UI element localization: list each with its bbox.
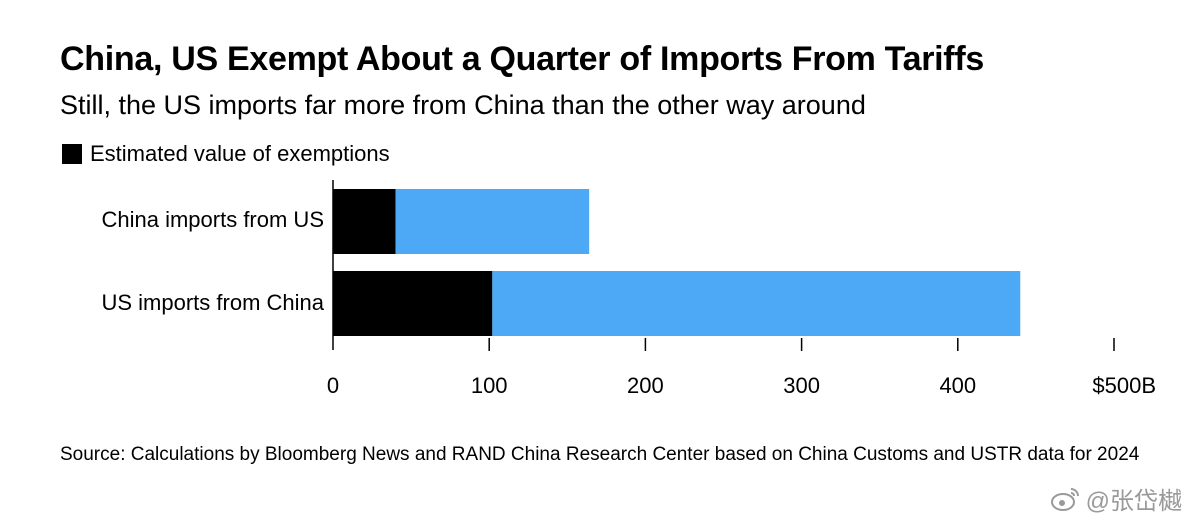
x-tick-label-300: 300	[783, 373, 820, 398]
bar-us-imports-remaining	[492, 271, 1021, 336]
x-tick-label-200: 200	[627, 373, 664, 398]
weibo-icon	[1050, 487, 1079, 511]
legend: Estimated value of exemptions	[62, 141, 390, 167]
watermark-text: @张岱樾	[1085, 488, 1182, 515]
bar-china-imports-remaining	[395, 189, 590, 254]
bar-chart: 0 100 200 300 400 $500B	[327, 180, 1156, 398]
x-tick-label-500: $500B	[1092, 373, 1156, 398]
chart-subtitle: Still, the US imports far more from Chin…	[60, 90, 866, 120]
watermark: @张岱樾	[1050, 481, 1182, 516]
bar-us-imports-exemptions	[333, 271, 493, 336]
legend-label-exemptions: Estimated value of exemptions	[90, 141, 390, 166]
bar-china-imports-exemptions	[333, 189, 396, 254]
x-tick-label-400: 400	[939, 373, 976, 398]
category-label-us-imports: US imports from China	[101, 290, 324, 315]
x-tick-label-0: 0	[327, 373, 339, 398]
x-tick-label-100: 100	[471, 373, 508, 398]
chart-title: China, US Exempt About a Quarter of Impo…	[60, 40, 984, 78]
legend-swatch-exemptions	[62, 144, 82, 164]
category-label-china-imports: China imports from US	[101, 207, 324, 232]
source-note: Source: Calculations by Bloomberg News a…	[60, 444, 1140, 465]
